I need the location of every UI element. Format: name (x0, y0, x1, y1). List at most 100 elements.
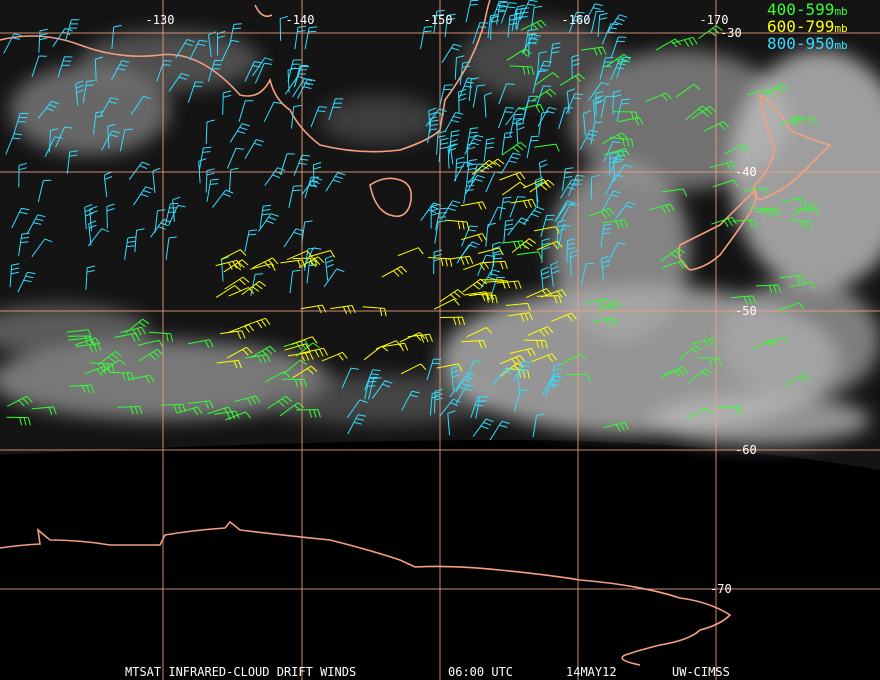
wind-barb (732, 219, 758, 228)
wind-barb (743, 187, 770, 196)
wind-barb (120, 326, 146, 337)
wind-barb (507, 13, 519, 38)
wind-barb (610, 36, 627, 59)
wind-barb (176, 406, 203, 416)
wind-barb (536, 295, 562, 304)
wind-barb (31, 55, 47, 78)
wind-barb (289, 269, 301, 294)
legend-range: 800-950 (767, 34, 834, 53)
wind-barb (579, 129, 599, 150)
wind-barb (607, 242, 626, 263)
wind-barb (454, 55, 465, 80)
wind-barb (675, 83, 701, 98)
wind-barb (789, 281, 816, 290)
wind-barb (362, 306, 387, 317)
wind-barb (566, 88, 575, 114)
latitude-label: -40 (735, 165, 757, 179)
wind-barb (472, 84, 486, 108)
legend-range: 400-599 (767, 0, 834, 19)
wind-barb (580, 46, 607, 56)
wind-barb (119, 128, 133, 152)
wind-barb (264, 371, 291, 383)
wind-barb (94, 56, 104, 82)
wind-barb (18, 232, 30, 256)
wind-barb (148, 331, 173, 342)
wind-barb (648, 203, 675, 214)
wind-barb (371, 380, 393, 399)
wind-barb (160, 403, 186, 413)
wind-barb (304, 26, 318, 50)
wind-barb (534, 226, 560, 234)
wind-barb (465, 0, 479, 23)
wind-barb (691, 337, 718, 348)
wind-barb (234, 395, 261, 406)
wind-barb (602, 190, 622, 211)
legend-unit: mb (834, 39, 847, 52)
wind-barb (447, 255, 474, 265)
wind-barb (381, 266, 408, 278)
wind-barb (509, 347, 536, 357)
wind-barb (420, 26, 433, 50)
tasmania-coast (369, 177, 413, 218)
wind-barb (566, 238, 576, 263)
wind-barb (187, 81, 204, 103)
wind-barb (660, 247, 685, 262)
wind-barb (224, 276, 250, 290)
wind-barb (459, 61, 471, 85)
wind-barb (382, 342, 409, 352)
wind-barb (449, 138, 459, 165)
wind-barb (565, 93, 583, 115)
wind-barb (444, 13, 456, 38)
wind-barb (55, 126, 73, 148)
wind-barb (128, 374, 155, 384)
wind-barb (466, 127, 479, 151)
wind-barb (223, 259, 249, 273)
wind-barb (97, 350, 122, 366)
wind-barb (252, 257, 279, 269)
wind-barb (107, 123, 116, 149)
wind-barb (282, 378, 307, 388)
wind-barb (505, 367, 530, 379)
wind-barb (68, 337, 94, 346)
wind-barb (717, 406, 743, 415)
wind-barb (434, 298, 460, 310)
wind-barb (521, 34, 541, 55)
wind-barb (505, 107, 527, 126)
wind-barb (38, 28, 48, 53)
wind-barb (31, 238, 53, 258)
wind-barb (787, 219, 813, 230)
wind-barb (778, 302, 805, 311)
wind-barb (477, 247, 504, 256)
wind-barb (168, 72, 190, 92)
wind-barb (13, 112, 29, 135)
wind-barb (617, 116, 644, 126)
wind-barb (347, 414, 366, 435)
wind-barb (364, 369, 381, 391)
wind-barb (229, 123, 250, 143)
wind-barb (507, 312, 534, 322)
wind-barb (435, 207, 449, 231)
wind-barb (534, 72, 560, 86)
wind-barb (536, 240, 563, 251)
wind-barb (480, 269, 501, 289)
wind-barb (293, 154, 310, 176)
wind-barb (439, 289, 465, 303)
wind-barb (138, 348, 164, 362)
wind-barb (590, 174, 600, 200)
wind-barb (590, 10, 605, 34)
wind-barb (614, 201, 636, 220)
wind-barb (3, 33, 22, 54)
wind-barb (26, 214, 46, 235)
wind-barbs (3, 0, 820, 441)
wind-barb (500, 2, 517, 24)
wind-barb (279, 153, 295, 175)
wind-barb (137, 339, 164, 348)
wind-barb (501, 181, 527, 196)
coastlines (0, 0, 832, 666)
longitude-label: -160 (562, 13, 591, 27)
wind-barb (569, 249, 579, 275)
wind-barb (612, 90, 622, 115)
wind-barb (444, 112, 464, 133)
wind-barb (84, 204, 94, 230)
wind-barb (279, 15, 289, 41)
